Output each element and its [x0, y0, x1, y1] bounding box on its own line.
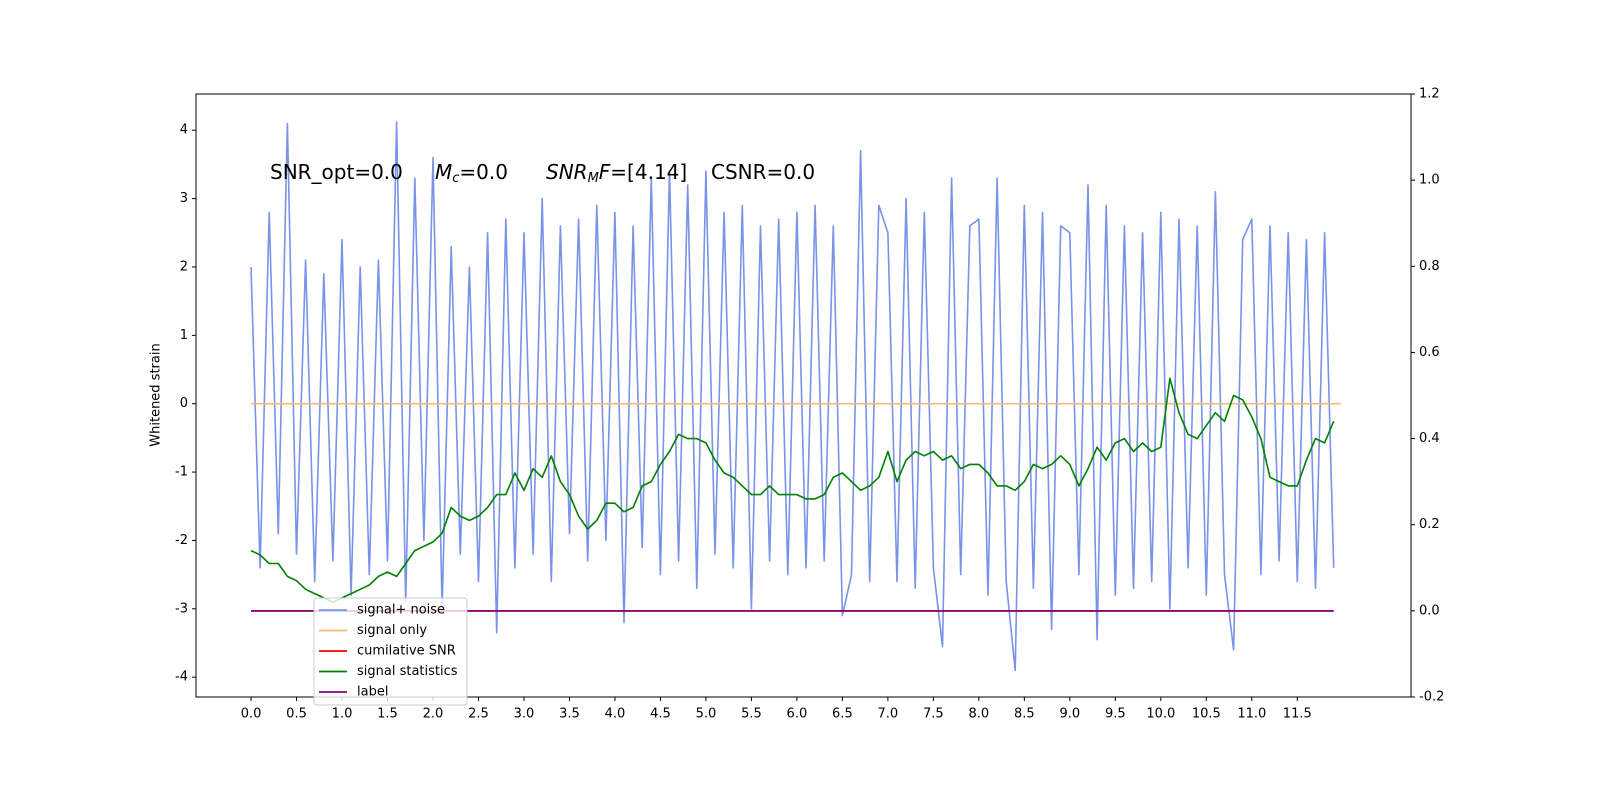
x-tick-label: 4.5 — [650, 707, 671, 722]
legend-label: signal statistics — [357, 664, 458, 679]
x-tick-label: 11.5 — [1283, 707, 1312, 722]
y-tick-label: 3 — [180, 191, 188, 206]
annotation-part: =0.0 — [459, 160, 508, 184]
x-tick-label: 6.5 — [832, 707, 853, 722]
x-tick-label: 5.5 — [741, 707, 762, 722]
y-tick-label: -3 — [175, 601, 188, 616]
legend-box — [313, 597, 468, 706]
y-tick-label: 1 — [180, 328, 188, 343]
x-tick-label: 8.0 — [969, 707, 990, 722]
y2-tick-label: 0.6 — [1419, 345, 1440, 360]
annotation: SNR_opt=0.0 — [270, 160, 403, 184]
plot-frame — [195, 93, 1412, 698]
y-tick-label: 4 — [180, 123, 188, 138]
y2-tick-label: 1.2 — [1419, 87, 1440, 102]
x-tick-label: 6.0 — [787, 707, 808, 722]
annotation: CSNR=0.0 — [711, 160, 815, 184]
y-tick-label: 2 — [180, 259, 188, 274]
legend-label: signal only — [357, 623, 427, 638]
x-tick-label: 0.5 — [286, 707, 307, 722]
legend-label: cumilative SNR — [357, 644, 456, 659]
x-tick-label: 10.0 — [1146, 707, 1175, 722]
annotation-part: SNR — [546, 160, 588, 184]
annotation-part: c — [452, 171, 459, 186]
x-tick-label: 9.5 — [1105, 707, 1126, 722]
y-tick-label: 0 — [180, 396, 188, 411]
y2-tick-label: 1.0 — [1419, 173, 1440, 188]
x-tick-label: 5.0 — [696, 707, 717, 722]
x-tick-label: 1.0 — [332, 707, 353, 722]
annotation-part: SNR_opt=0.0 — [270, 160, 403, 184]
legend-label: label — [357, 685, 388, 700]
x-tick-label: 2.0 — [423, 707, 444, 722]
y2-tick-label: -0.2 — [1419, 690, 1444, 705]
annotation-part: F — [599, 160, 611, 184]
annotation-part: M — [435, 160, 452, 184]
x-tick-label: 7.0 — [878, 707, 899, 722]
x-tick-label: 4.0 — [605, 707, 626, 722]
x-tick-label: 3.0 — [514, 707, 535, 722]
x-tick-label: 0.0 — [241, 707, 262, 722]
y-tick-label: -1 — [175, 465, 188, 480]
legend: signal+ noise signal only cumilative SNR si… — [313, 597, 468, 706]
x-tick-label: 9.0 — [1059, 707, 1080, 722]
y-axis-label: Whitened strain — [149, 343, 164, 446]
y2-tick-label: 0.2 — [1419, 517, 1440, 532]
annotation-part: =[4.14] — [610, 160, 687, 184]
annotation-part: CSNR=0.0 — [711, 160, 815, 184]
legend-label: signal+ noise — [357, 603, 445, 618]
x-tick-label: 7.5 — [923, 707, 944, 722]
x-tick-label: 11.0 — [1237, 707, 1266, 722]
series-line — [250, 121, 1335, 672]
x-tick-label: 3.5 — [559, 707, 580, 722]
x-tick-label: 8.5 — [1014, 707, 1035, 722]
y-tick-label: -2 — [175, 533, 188, 548]
y2-tick-label: 0.4 — [1419, 431, 1440, 446]
x-tick-label: 10.5 — [1192, 707, 1221, 722]
y2-tick-label: 0.8 — [1419, 259, 1440, 274]
y-tick-label: -4 — [175, 670, 188, 685]
x-tick-label: 1.5 — [377, 707, 398, 722]
annotation-part: M — [588, 171, 599, 186]
annotation: Mc=0.0 — [435, 160, 508, 186]
annotation: SNRMF=[4.14] — [546, 160, 687, 186]
y2-tick-label: 0.0 — [1419, 603, 1440, 618]
x-tick-label: 2.5 — [468, 707, 489, 722]
series-line — [250, 377, 1335, 603]
